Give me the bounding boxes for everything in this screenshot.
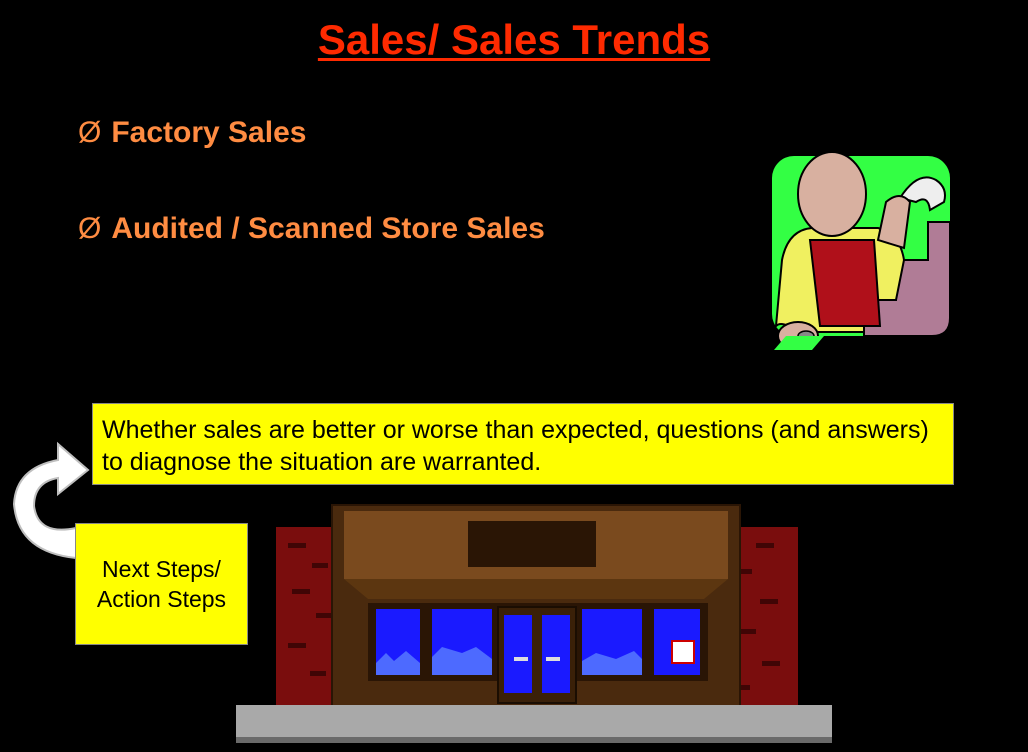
- bullet-label: Audited / Scanned Store Sales: [111, 212, 545, 245]
- cashier-icon: [772, 151, 951, 351]
- next-steps-box: Next Steps/ Action Steps: [75, 523, 248, 645]
- bullet-factory-sales: Ø Factory Sales: [78, 116, 306, 150]
- bullet-label: Factory Sales: [111, 116, 307, 149]
- callout-box: Whether sales are better or worse than e…: [92, 403, 954, 485]
- storefront-illustration: [236, 504, 832, 743]
- bullet-marker: Ø: [78, 212, 102, 245]
- slide-title: Sales/ Sales Trends: [317, 16, 711, 63]
- bullet-store-sales: Ø Audited / Scanned Store Sales: [78, 212, 545, 246]
- curved-arrow-icon: [12, 441, 90, 560]
- bullet-marker: Ø: [78, 116, 102, 149]
